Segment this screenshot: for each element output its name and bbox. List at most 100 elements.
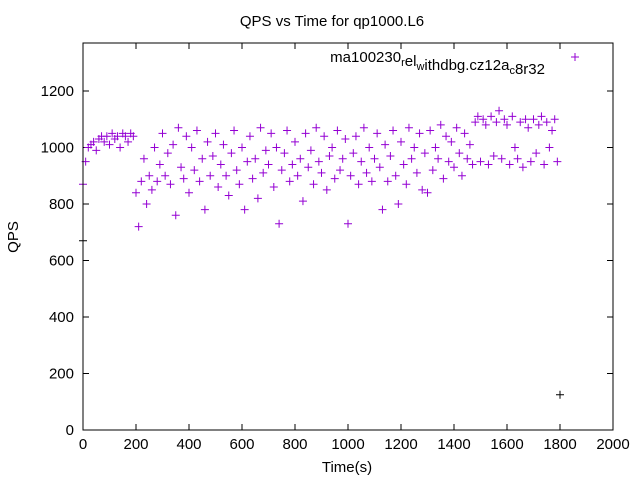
data-point — [436, 120, 445, 129]
data-point — [341, 135, 350, 144]
data-point — [481, 120, 490, 129]
data-point — [394, 200, 403, 208]
data-point — [556, 390, 564, 399]
data-point — [346, 171, 355, 180]
data-point — [285, 177, 294, 186]
data-point — [450, 163, 458, 172]
x-tick-label: 800 — [282, 436, 307, 453]
data-point — [526, 157, 535, 166]
data-point — [412, 168, 421, 177]
data-point — [344, 219, 352, 228]
data-point — [166, 180, 175, 189]
data-point — [248, 174, 257, 183]
legend-label: ma100230relwithdbg.cz12ac8r32 — [330, 49, 545, 78]
data-point — [386, 151, 395, 160]
data-point — [171, 211, 180, 220]
data-point — [418, 185, 427, 194]
data-point — [336, 166, 345, 175]
data-point — [124, 137, 133, 146]
plot-frame — [82, 42, 614, 431]
data-point — [362, 168, 371, 177]
data-point — [431, 143, 440, 152]
data-point — [192, 126, 201, 135]
data-point — [142, 200, 151, 208]
data-point — [198, 154, 207, 163]
data-point — [89, 137, 98, 146]
data-point — [463, 154, 472, 163]
x-tick-label: 600 — [229, 436, 254, 453]
data-point — [423, 188, 432, 197]
data-point — [457, 171, 466, 180]
data-point — [238, 143, 246, 152]
data-point — [320, 132, 329, 141]
y-tick-label: 800 — [49, 196, 74, 213]
data-point — [391, 171, 400, 180]
data-point — [216, 160, 225, 169]
data-point — [330, 174, 339, 183]
data-point — [92, 146, 101, 155]
data-point — [182, 132, 191, 141]
data-point — [495, 106, 504, 115]
data-point — [489, 151, 498, 160]
data-point — [179, 174, 188, 183]
legend-marker-plus-icon — [571, 53, 579, 61]
data-point — [357, 157, 366, 166]
data-point — [187, 143, 196, 152]
chart-title: QPS vs Time for qp1000.L6 — [240, 13, 424, 30]
data-point — [407, 154, 416, 163]
data-point — [537, 112, 546, 121]
data-point — [351, 132, 360, 141]
data-point — [534, 120, 543, 129]
data-point — [328, 143, 337, 152]
y-tick-label: 600 — [49, 253, 74, 270]
data-point — [245, 132, 254, 141]
data-point — [529, 115, 538, 124]
data-point — [404, 123, 413, 132]
data-point — [447, 137, 456, 146]
data-point — [468, 160, 477, 169]
data-point — [513, 154, 522, 163]
data-point — [145, 171, 154, 180]
data-point — [280, 149, 289, 158]
data-point — [269, 183, 278, 192]
data-point — [235, 180, 244, 189]
data-point — [153, 177, 162, 186]
data-point — [116, 143, 125, 152]
data-point — [230, 126, 239, 135]
data-point — [224, 191, 233, 200]
data-point — [415, 129, 424, 138]
data-point — [370, 154, 379, 163]
data-point — [367, 177, 376, 186]
data-point — [296, 154, 305, 163]
data-point — [134, 222, 143, 231]
data-point — [479, 115, 488, 124]
data-point — [503, 120, 511, 129]
y-tick-label: 1000 — [41, 140, 74, 157]
y-tick-label: 200 — [49, 366, 74, 383]
y-axis-label: QPS — [5, 221, 22, 253]
data-point — [232, 166, 241, 175]
data-point — [359, 123, 368, 132]
data-point — [105, 140, 114, 149]
data-point — [505, 160, 514, 169]
data-point — [100, 137, 109, 146]
data-point — [312, 123, 321, 132]
data-point — [338, 154, 347, 163]
data-point — [291, 137, 299, 146]
data-point — [397, 137, 405, 146]
data-point — [161, 171, 170, 180]
x-tick-label: 2000 — [596, 436, 629, 453]
data-point — [365, 143, 374, 152]
data-point — [465, 140, 474, 149]
data-point — [375, 163, 384, 172]
data-point — [102, 132, 111, 141]
data-point — [455, 149, 464, 158]
x-tick-label: 1400 — [437, 436, 470, 453]
data-point — [177, 163, 186, 172]
data-point — [492, 118, 501, 127]
data-point — [524, 123, 533, 132]
data-point — [121, 132, 130, 141]
data-point — [298, 197, 307, 206]
y-tick-label: 400 — [49, 309, 74, 326]
